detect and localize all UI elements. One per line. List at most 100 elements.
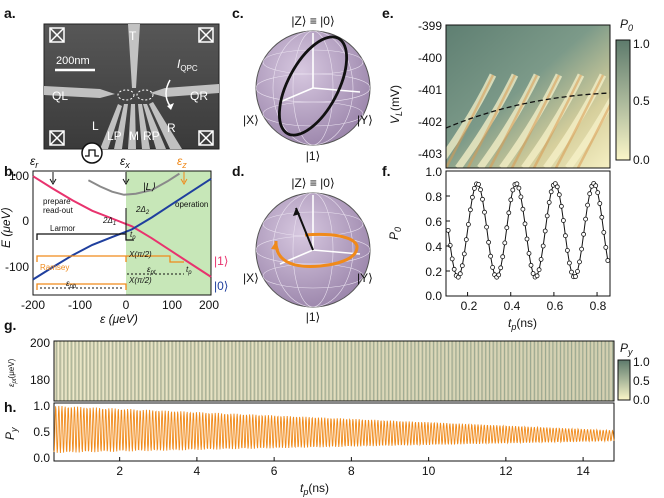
- g-stripe-dark: [97, 341, 98, 401]
- g-stripe-dark: [197, 341, 199, 401]
- g-stripe-light: [520, 341, 523, 401]
- g-stripe-light: [274, 341, 276, 401]
- g-stripe-light: [177, 341, 179, 401]
- f-ytick-02: 0.2: [425, 265, 442, 279]
- b-xtick-minus200: -200: [21, 298, 45, 312]
- b-curve-ket1: [32, 175, 212, 278]
- g-stripe-light: [595, 341, 597, 401]
- g-stripe-light: [341, 341, 343, 401]
- sphere-c-left-label: |X⟩: [243, 113, 259, 127]
- g-stripe-light: [61, 341, 63, 401]
- f-ytick-10: 1.0: [425, 165, 442, 179]
- g-stripe-light: [307, 341, 310, 401]
- g-stripe-light: [110, 341, 112, 401]
- eps-z-label: εz: [177, 154, 187, 170]
- e-cbar-tick-0: 0.0: [633, 153, 650, 167]
- b-curve-ketL: [87, 172, 180, 196]
- g-stripe-light: [117, 341, 119, 401]
- g-stripe-dark: [309, 341, 311, 401]
- h-xlabel: tp(ns): [300, 481, 329, 497]
- g-stripe-dark: [265, 341, 266, 401]
- prepare-label: prepare: [43, 197, 71, 206]
- g-cbar-tick-05: 0.5: [633, 374, 650, 388]
- g-stripe-light: [494, 341, 496, 401]
- panel-b: εr εx εz |L⟩ prepare read-out operation …: [0, 154, 228, 326]
- eps-r-arrow: [49, 172, 57, 185]
- g-stripe-light: [263, 341, 265, 401]
- gate-label-T: T: [129, 29, 137, 43]
- g-stripe-dark: [586, 341, 587, 401]
- f-data-point: [447, 242, 453, 248]
- e-cbar-tick-1: 1.0: [633, 37, 650, 51]
- f-data-point: [563, 233, 568, 239]
- g-stripe-light: [65, 341, 67, 401]
- f-data-point: [577, 259, 582, 265]
- g-stripe-dark: [283, 341, 285, 401]
- g-stripe-light: [210, 341, 213, 401]
- g-stripe-light: [337, 341, 340, 401]
- dot-left: [117, 89, 135, 101]
- g-stripe-light: [57, 341, 60, 401]
- g-stripe-dark: [597, 341, 599, 401]
- g-stripe-dark: [149, 341, 151, 401]
- f-data-point: [534, 273, 540, 279]
- g-stripe-dark: [567, 341, 569, 401]
- g-stripe-light: [348, 341, 351, 401]
- g-stripe-light: [606, 341, 608, 401]
- g-stripe-dark: [280, 341, 281, 401]
- g-stripe-dark: [504, 341, 505, 401]
- g-stripe-light: [587, 341, 590, 401]
- g-stripe-light: [576, 341, 579, 401]
- g-stripe-light: [334, 341, 336, 401]
- f-data-point: [445, 227, 451, 233]
- g-ytick-200: 200: [30, 336, 50, 350]
- g-stripe-light: [251, 341, 254, 401]
- e-fringe-orange: [466, 74, 517, 168]
- g-ylabel: εpt(μeV): [7, 358, 18, 387]
- g-stripe-dark: [205, 341, 207, 401]
- g-cbar-tick-1: 1.0: [633, 355, 650, 369]
- g-stripe-light: [423, 341, 425, 401]
- readout-label: read-out: [43, 206, 74, 215]
- g-stripe-dark: [511, 341, 513, 401]
- g-stripe-dark: [186, 341, 188, 401]
- g-stripe-dark: [485, 341, 487, 401]
- g-stripe-dark: [336, 341, 337, 401]
- sphere-d-vector-head: [293, 208, 300, 216]
- f-data-point: [508, 197, 514, 203]
- g-stripe-light: [326, 341, 328, 401]
- e-fringe-orange: [576, 102, 610, 168]
- g-stripe-light: [554, 341, 556, 401]
- g-stripe-dark: [526, 341, 528, 401]
- sphere-d-top-label: |Z⟩ ≡ |0⟩: [291, 176, 334, 190]
- g-stripe-light: [222, 341, 224, 401]
- f-data-point: [459, 263, 465, 269]
- g-stripe-light: [460, 341, 463, 401]
- g-stripe-dark: [138, 341, 139, 401]
- f-data-point: [484, 224, 490, 230]
- g-stripe-light: [319, 341, 321, 401]
- g-stripe-dark: [224, 341, 225, 401]
- g-stripe-dark: [153, 341, 154, 401]
- g-stripe-dark: [369, 341, 371, 401]
- b-xtick-100: 100: [162, 298, 182, 312]
- g-stripe-light: [479, 341, 481, 401]
- panel-label-h: h.: [4, 399, 16, 415]
- g-stripe-dark: [119, 341, 121, 401]
- g-stripe-light: [397, 341, 399, 401]
- g-stripe-dark: [238, 341, 240, 401]
- e-fringe-orange: [446, 74, 495, 168]
- e-fringe-orange: [554, 74, 605, 168]
- g-stripe-light: [569, 341, 571, 401]
- g-stripe-dark: [354, 341, 356, 401]
- g-stripe-light: [539, 341, 541, 401]
- g-stripe-dark: [358, 341, 360, 401]
- f-data-point: [520, 206, 526, 212]
- h-plot: [53, 405, 615, 461]
- g-stripe-dark: [563, 341, 565, 401]
- f-data-point: [573, 274, 578, 279]
- f-xtick-04: 0.4: [504, 299, 521, 313]
- g-stripe-light: [128, 341, 131, 401]
- f-data-point: [544, 213, 550, 219]
- g-stripe-dark: [74, 341, 76, 401]
